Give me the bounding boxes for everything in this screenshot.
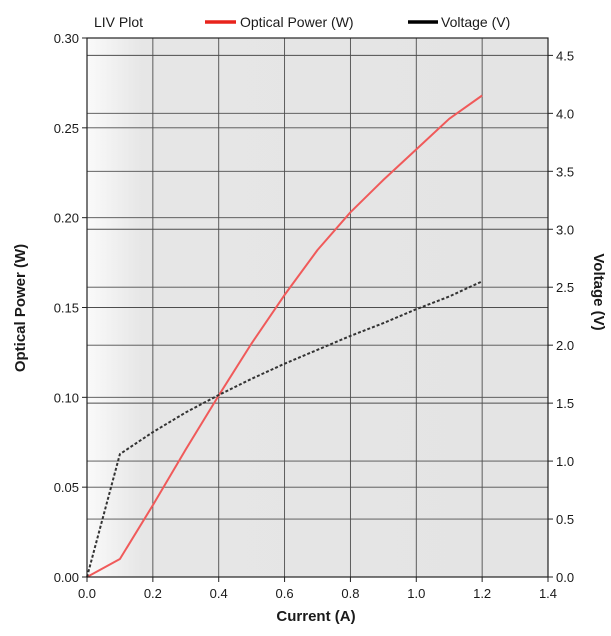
chart-title: LIV Plot [94, 14, 143, 30]
y2-tick-label: 1.5 [556, 396, 574, 411]
x-tick-label: 1.0 [407, 586, 425, 601]
x-tick-label: 1.2 [473, 586, 491, 601]
y2-tick-label: 0.0 [556, 570, 574, 585]
series-line-voltage [86, 280, 483, 578]
legend-label-voltage: Voltage (V) [441, 14, 510, 30]
x-tick-label: 0.0 [78, 586, 96, 601]
y2-axis-title: Voltage (V) [590, 253, 607, 330]
y-tick-label: 0.00 [54, 570, 79, 585]
y2-tick-label: 0.5 [556, 512, 574, 527]
y-tick-label: 0.15 [54, 301, 79, 316]
y2-tick-label: 3.5 [556, 164, 574, 179]
y2-tick-label: 2.5 [556, 280, 574, 295]
y2-tick-label: 2.0 [556, 338, 574, 353]
y-tick-label: 0.30 [54, 31, 79, 46]
x-tick-label: 0.4 [210, 586, 228, 601]
y-tick-label: 0.25 [54, 121, 79, 136]
x-axis-title: Current (A) [276, 608, 355, 625]
y-tick-label: 0.05 [54, 480, 79, 495]
series-line-optical-power [86, 94, 483, 578]
y-tick-label: 0.10 [54, 390, 79, 405]
y-axis-title: Optical Power (W) [12, 244, 29, 372]
legend-label-optical-power: Optical Power (W) [240, 14, 354, 30]
x-tick-label: 1.4 [539, 586, 557, 601]
legend: LIV Plot Optical Power (W) Voltage (V) [94, 14, 510, 30]
x-tick-label: 0.2 [144, 586, 162, 601]
y2-tick-label: 1.0 [556, 454, 574, 469]
series [86, 94, 483, 578]
y2-tick-label: 4.5 [556, 48, 574, 63]
x-tick-label: 0.8 [341, 586, 359, 601]
y2-tick-label: 3.0 [556, 222, 574, 237]
x-tick-label: 0.6 [276, 586, 294, 601]
axes: 0.0 0.2 0.4 0.6 0.8 1.0 1.2 1.4 0.00 0.05 0.10 0.15… [54, 31, 574, 601]
y-tick-label: 0.20 [54, 211, 79, 226]
y2-tick-label: 4.0 [556, 106, 574, 121]
